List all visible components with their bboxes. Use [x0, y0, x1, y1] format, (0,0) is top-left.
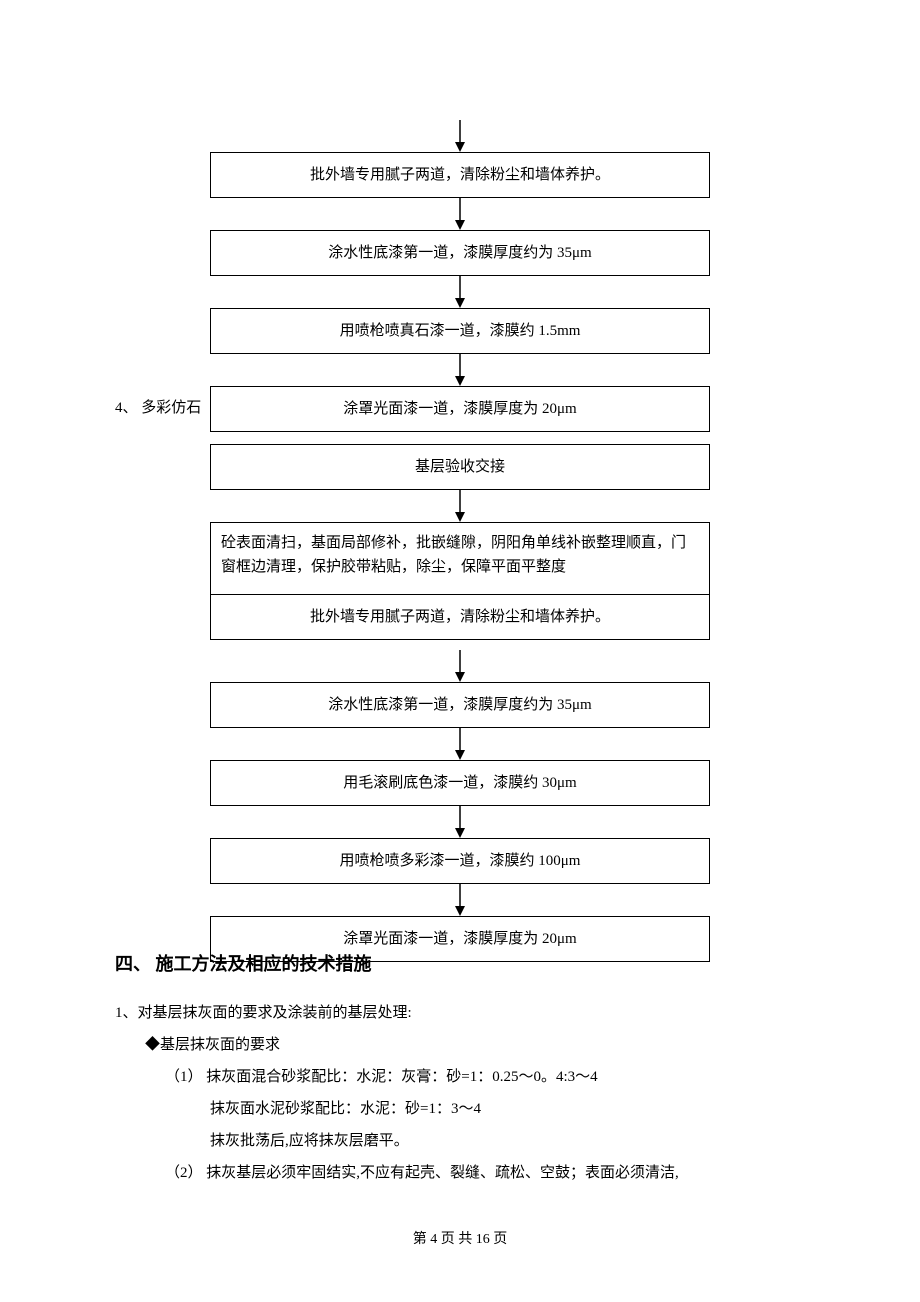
arrow-down	[210, 354, 710, 386]
arrow-down	[210, 120, 710, 152]
arrow-down	[210, 650, 710, 682]
arrow-down	[210, 276, 710, 308]
arrow-down	[210, 490, 710, 522]
body-line-1: 1、对基层抹灰面的要求及涂装前的基层处理:	[115, 998, 805, 1028]
body-line-4: 抹灰面水泥砂浆配比：水泥：砂=1：3～4	[115, 1094, 805, 1124]
arrow-down	[210, 806, 710, 838]
heading-4: 四、 施工方法及相应的技术措施	[115, 950, 920, 976]
flow2-header: 基层验收交接	[210, 444, 710, 490]
page-footer: 第 4 页 共 16 页	[0, 1228, 920, 1278]
flow2-detail-overlap: 砼表面清扫，基面局部修补，批嵌缝隙，阴阳角单线补嵌整理顺直，门窗框边清理，保护胶…	[210, 522, 710, 610]
arrow-down	[210, 728, 710, 760]
flow1-box-1: 涂水性底漆第一道，漆膜厚度约为 35μm	[210, 230, 710, 276]
body-line-2: ◆基层抹灰面的要求	[115, 1030, 805, 1060]
flow2-overlap-box: 批外墙专用腻子两道，清除粉尘和墙体养护。	[210, 594, 710, 640]
flow2-box-0: 涂水性底漆第一道，漆膜厚度约为 35μm	[210, 682, 710, 728]
flow2-box-1: 用毛滚刷底色漆一道，漆膜约 30μm	[210, 760, 710, 806]
body-line-3: （1） 抹灰面混合砂浆配比：水泥：灰膏：砂=1：0.25～0。4:3～4	[115, 1062, 805, 1092]
section-content: 1、对基层抹灰面的要求及涂装前的基层处理: ◆基层抹灰面的要求 （1） 抹灰面混…	[115, 998, 805, 1188]
arrow-down	[210, 884, 710, 916]
flow2-box-2: 用喷枪喷多彩漆一道，漆膜约 100μm	[210, 838, 710, 884]
flow1-box-3: 涂罩光面漆一道，漆膜厚度为 20μm	[210, 386, 710, 432]
body-line-5: 抹灰批荡后,应将抹灰层磨平。	[115, 1126, 805, 1156]
arrow-down	[210, 198, 710, 230]
flow1-box-0: 批外墙专用腻子两道，清除粉尘和墙体养护。	[210, 152, 710, 198]
body-line-6: （2） 抹灰基层必须牢固结实,不应有起壳、裂缝、疏松、空鼓；表面必须清洁,	[115, 1158, 805, 1188]
section-4-label: 4、 多彩仿石	[115, 396, 201, 417]
flow1-box-2: 用喷枪喷真石漆一道，漆膜约 1.5mm	[210, 308, 710, 354]
